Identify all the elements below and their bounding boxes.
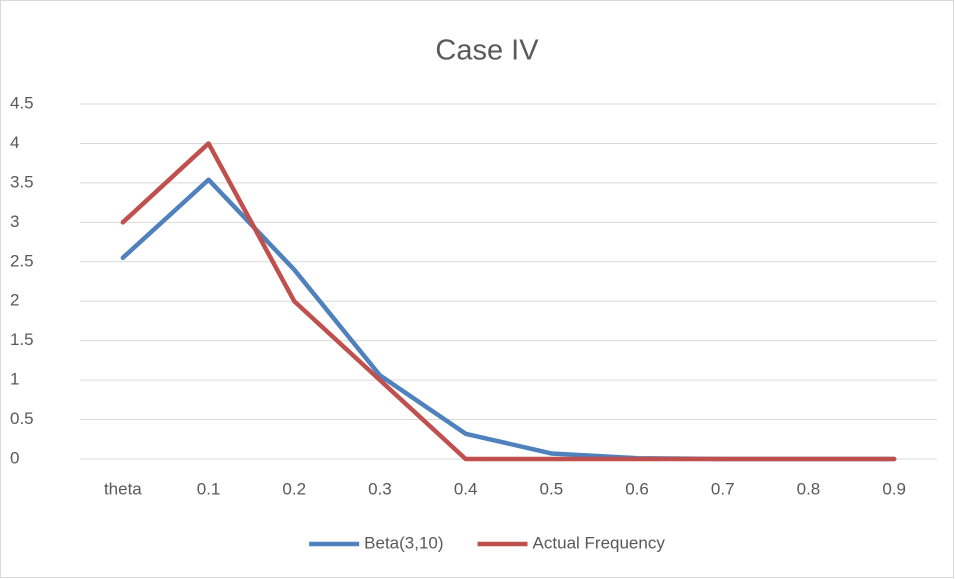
x-tick-label: theta <box>104 479 142 498</box>
legend-label: Actual Frequency <box>533 533 666 552</box>
x-tick-label: 0.1 <box>197 479 221 498</box>
y-tick-label: 1 <box>10 370 19 389</box>
x-tick-label: 0.3 <box>368 479 392 498</box>
y-tick-label: 1.5 <box>10 330 34 349</box>
y-tick-label: 3.5 <box>10 172 34 191</box>
x-tick-label: 0.8 <box>797 479 821 498</box>
x-tick-label: 0.6 <box>625 479 649 498</box>
x-tick-label: 0.2 <box>282 479 306 498</box>
y-tick-label: 2 <box>10 291 19 310</box>
legend-label: Beta(3,10) <box>364 533 443 552</box>
y-tick-label: 4.5 <box>10 93 34 112</box>
chart-title: Case IV <box>435 35 539 67</box>
y-tick-label: 3 <box>10 212 19 231</box>
y-tick-label: 2.5 <box>10 251 34 270</box>
x-tick-label: 0.5 <box>540 479 564 498</box>
y-tick-label: 0.5 <box>10 409 34 428</box>
x-tick-label: 0.7 <box>711 479 735 498</box>
data-line <box>120 141 897 462</box>
x-tick-label: 0.9 <box>882 479 906 498</box>
y-tick-label: 4 <box>10 133 19 152</box>
x-tick-label: 0.4 <box>454 479 478 498</box>
y-tick-label: 0 <box>10 448 19 467</box>
